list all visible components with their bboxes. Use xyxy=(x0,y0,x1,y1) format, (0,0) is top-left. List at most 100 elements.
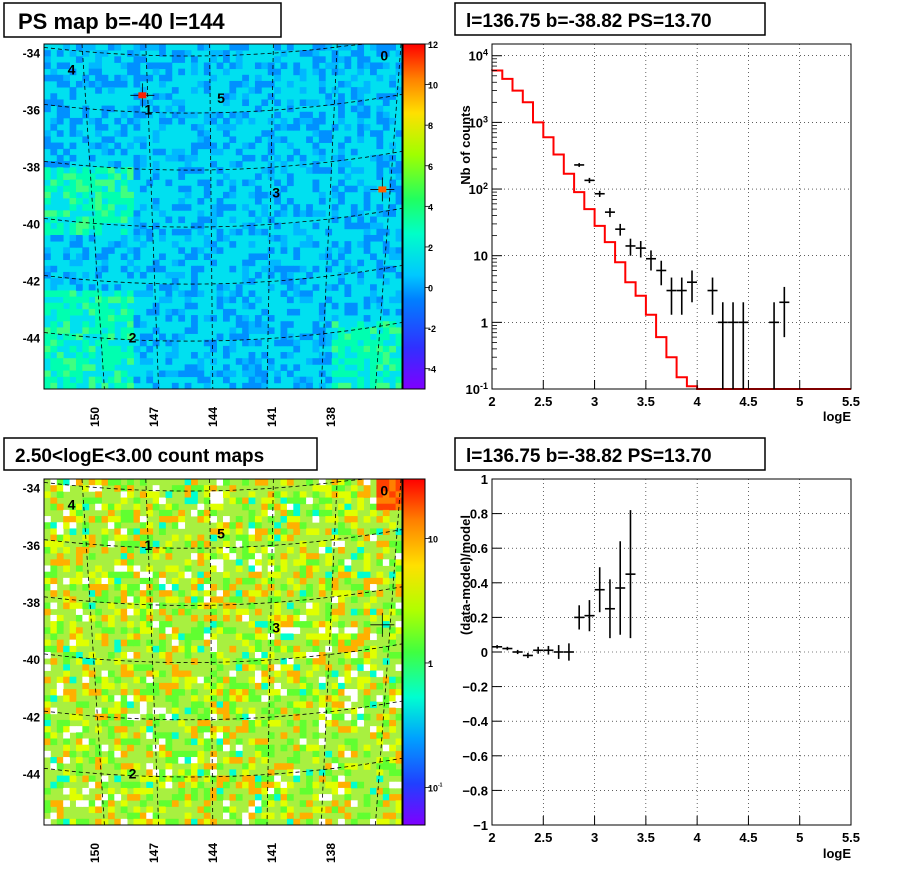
map-cell xyxy=(165,117,173,125)
map-cell xyxy=(254,216,262,224)
map-cell xyxy=(88,800,96,807)
map-cell xyxy=(357,333,365,341)
map-cell xyxy=(95,50,102,57)
map-cell xyxy=(357,321,365,328)
map-cell xyxy=(101,590,109,597)
map-cell xyxy=(293,528,301,536)
map-cell xyxy=(357,62,365,70)
map-cell xyxy=(44,222,51,230)
map-cell xyxy=(88,614,96,622)
map-cell xyxy=(75,198,83,205)
map-cell xyxy=(306,787,313,795)
map-cell xyxy=(146,571,154,579)
map-cell xyxy=(395,327,403,334)
map-cell xyxy=(133,596,141,603)
map-cell xyxy=(229,602,237,610)
map-cell xyxy=(210,633,217,641)
map-cell xyxy=(318,253,326,261)
map-cell xyxy=(133,509,141,517)
map-cell xyxy=(165,750,173,758)
map-cell xyxy=(389,633,396,641)
map-cell xyxy=(101,794,109,801)
map-cell xyxy=(261,479,269,486)
map-cell xyxy=(63,44,70,51)
map-cell xyxy=(338,142,345,150)
map-cell xyxy=(389,93,396,100)
map-cell xyxy=(114,161,122,168)
map-cell xyxy=(56,315,64,322)
map-cell xyxy=(107,333,115,341)
map-cell xyxy=(318,68,326,76)
map-cell xyxy=(101,639,109,647)
map-cell xyxy=(44,608,51,616)
map-cell xyxy=(325,485,333,492)
map-cell xyxy=(120,528,128,536)
map-cell xyxy=(178,516,186,523)
map-cell xyxy=(274,124,281,131)
map-cell xyxy=(370,44,377,51)
map-cell xyxy=(286,818,294,826)
map-cell xyxy=(210,148,217,156)
map-cell xyxy=(312,689,320,696)
map-cell xyxy=(159,522,166,529)
map-cell xyxy=(88,284,96,291)
map-cell xyxy=(306,497,313,505)
map-cell xyxy=(312,485,320,492)
map-cell xyxy=(197,769,205,776)
map-cell xyxy=(69,652,77,659)
map-cell xyxy=(120,695,128,702)
map-cell xyxy=(120,664,128,671)
map-cell xyxy=(344,497,352,505)
map-cell xyxy=(306,333,313,341)
map-cell xyxy=(101,124,109,131)
map-cell xyxy=(120,509,128,517)
map-cell xyxy=(114,290,122,297)
map-cell xyxy=(395,713,403,721)
map-cell xyxy=(56,540,64,548)
map-cell xyxy=(120,382,128,390)
map-x-tick-label: 144 xyxy=(206,407,220,427)
map-cell xyxy=(184,491,192,498)
map-cell xyxy=(69,509,77,517)
map-cell xyxy=(88,345,96,353)
map-cell xyxy=(139,154,147,162)
map-cell xyxy=(229,80,237,88)
map-cell xyxy=(146,234,154,242)
map-cell xyxy=(120,210,128,217)
map-cell xyxy=(248,241,256,248)
map-cell xyxy=(197,485,205,492)
map-cell xyxy=(95,80,102,88)
map-cell xyxy=(376,50,384,57)
map-cell xyxy=(363,559,371,566)
ps-map-title-box xyxy=(3,2,282,38)
map-cell xyxy=(75,614,83,622)
map-cell xyxy=(69,142,77,150)
map-cell xyxy=(63,787,70,795)
map-cell xyxy=(223,584,230,591)
map-cell xyxy=(159,333,166,341)
map-cell xyxy=(331,639,339,647)
map-cell xyxy=(331,302,339,310)
map-cell xyxy=(261,497,269,505)
map-cell xyxy=(191,222,198,230)
map-cell xyxy=(197,676,205,684)
map-cell xyxy=(254,590,262,597)
map-cell xyxy=(69,633,77,641)
map-cell xyxy=(242,633,249,641)
map-cell xyxy=(95,516,102,523)
map-cell xyxy=(254,296,262,304)
map-cell xyxy=(197,509,205,517)
map-cell xyxy=(382,352,390,359)
map-cell xyxy=(331,370,339,378)
map-cell xyxy=(357,503,365,511)
map-cell xyxy=(248,546,256,554)
map-cell xyxy=(274,645,281,653)
map-cell xyxy=(235,522,243,529)
map-cell xyxy=(242,142,249,150)
map-cell xyxy=(344,339,352,347)
map-cell xyxy=(318,719,326,727)
map-cell xyxy=(235,781,243,789)
map-cell xyxy=(203,234,211,242)
map-cell xyxy=(389,485,396,492)
map-cell xyxy=(178,148,186,156)
